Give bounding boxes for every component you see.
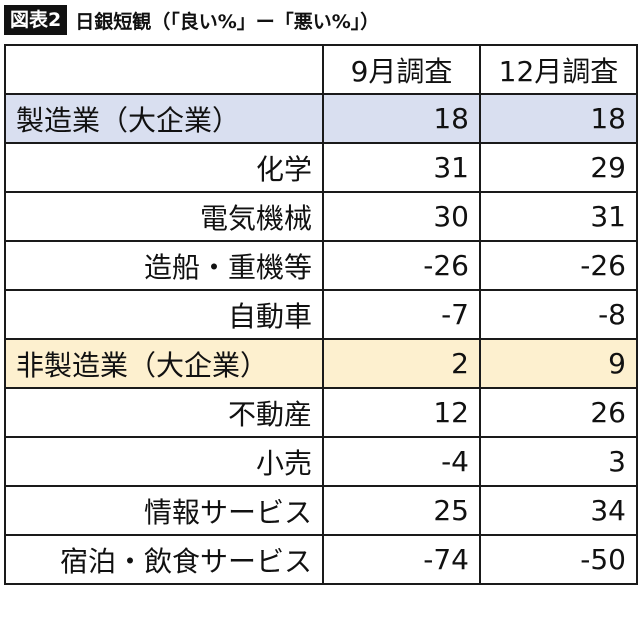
row-label: 電気機械: [4, 191, 324, 242]
value-sep: -74: [322, 534, 481, 585]
value-sep: 30: [322, 191, 481, 242]
figure-title: 図表2 日銀短観（「良い%」ー「悪い%」）: [0, 0, 640, 40]
value-dec: 18: [479, 93, 638, 144]
row-label: 情報サービス: [4, 485, 324, 536]
row-label: 自動車: [4, 289, 324, 340]
table-row: 小売 -4 3: [4, 436, 638, 487]
header-dec-survey: 12月調査: [479, 44, 638, 95]
table-row: 情報サービス 25 34: [4, 485, 638, 536]
value-dec: -50: [479, 534, 638, 585]
value-dec: 29: [479, 142, 638, 193]
row-label: 非製造業（大企業）: [4, 338, 324, 389]
table-row: 電気機械 30 31: [4, 191, 638, 242]
value-sep: -26: [322, 240, 481, 291]
value-dec: 34: [479, 485, 638, 536]
value-dec: -8: [479, 289, 638, 340]
table-row: 自動車 -7 -8: [4, 289, 638, 340]
value-sep: 12: [322, 387, 481, 438]
table-header-row: 9月調査 12月調査: [4, 44, 638, 95]
table-group-row: 非製造業（大企業） 2 9: [4, 338, 638, 389]
value-sep: -7: [322, 289, 481, 340]
value-dec: 3: [479, 436, 638, 487]
figure-title-text: 日銀短観（「良い%」ー「悪い%」）: [75, 10, 380, 33]
row-label: 製造業（大企業）: [4, 93, 324, 144]
value-sep: 25: [322, 485, 481, 536]
table-group-row: 製造業（大企業） 18 18: [4, 93, 638, 144]
tankan-table: 9月調査 12月調査 製造業（大企業） 18 18 化学 31 29 電気機械 30 31 造船・…: [4, 44, 638, 585]
value-dec: 9: [479, 338, 638, 389]
value-sep: 31: [322, 142, 481, 193]
value-dec: 31: [479, 191, 638, 242]
row-label: 造船・重機等: [4, 240, 324, 291]
row-label: 不動産: [4, 387, 324, 438]
row-label: 小売: [4, 436, 324, 487]
row-label: 化学: [4, 142, 324, 193]
header-sep-survey: 9月調査: [322, 44, 481, 95]
table-row: 不動産 12 26: [4, 387, 638, 438]
value-sep: 2: [322, 338, 481, 389]
header-label-cell: [4, 44, 324, 95]
value-dec: 26: [479, 387, 638, 438]
table-row: 化学 31 29: [4, 142, 638, 193]
table-row: 宿泊・飲食サービス -74 -50: [4, 534, 638, 585]
value-dec: -26: [479, 240, 638, 291]
table-row: 造船・重機等 -26 -26: [4, 240, 638, 291]
value-sep: 18: [322, 93, 481, 144]
figure-badge: 図表2: [4, 5, 68, 35]
row-label: 宿泊・飲食サービス: [4, 534, 324, 585]
value-sep: -4: [322, 436, 481, 487]
